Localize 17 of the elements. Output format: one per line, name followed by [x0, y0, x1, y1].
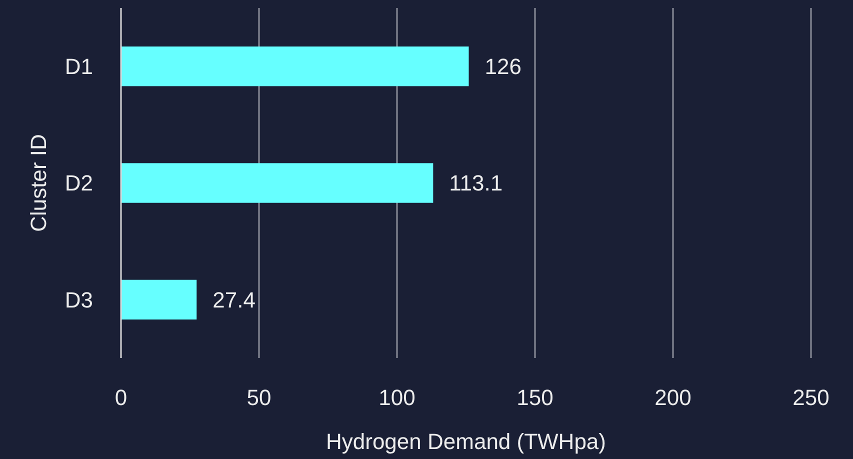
x-axis-title: Hydrogen Demand (TWHpa) [326, 429, 606, 454]
bar [121, 46, 469, 86]
y-tick-label: D1 [64, 54, 93, 80]
data-label: 113.1 [449, 170, 503, 196]
data-label: 126 [484, 54, 522, 80]
x-tick-label: 100 [378, 385, 416, 410]
y-axis-title: Cluster ID [26, 134, 51, 232]
bar [121, 163, 434, 203]
data-label: 27.4 [212, 287, 256, 312]
y-tick-label: D2 [64, 170, 93, 196]
x-tick-label: 50 [246, 385, 272, 410]
x-tick-label: 150 [516, 385, 554, 410]
x-tick-label: 0 [114, 385, 128, 410]
x-tick-label: 200 [654, 385, 692, 410]
x-tick-label: 250 [792, 385, 830, 410]
y-tick-label: D3 [64, 287, 93, 312]
bar [121, 280, 197, 320]
